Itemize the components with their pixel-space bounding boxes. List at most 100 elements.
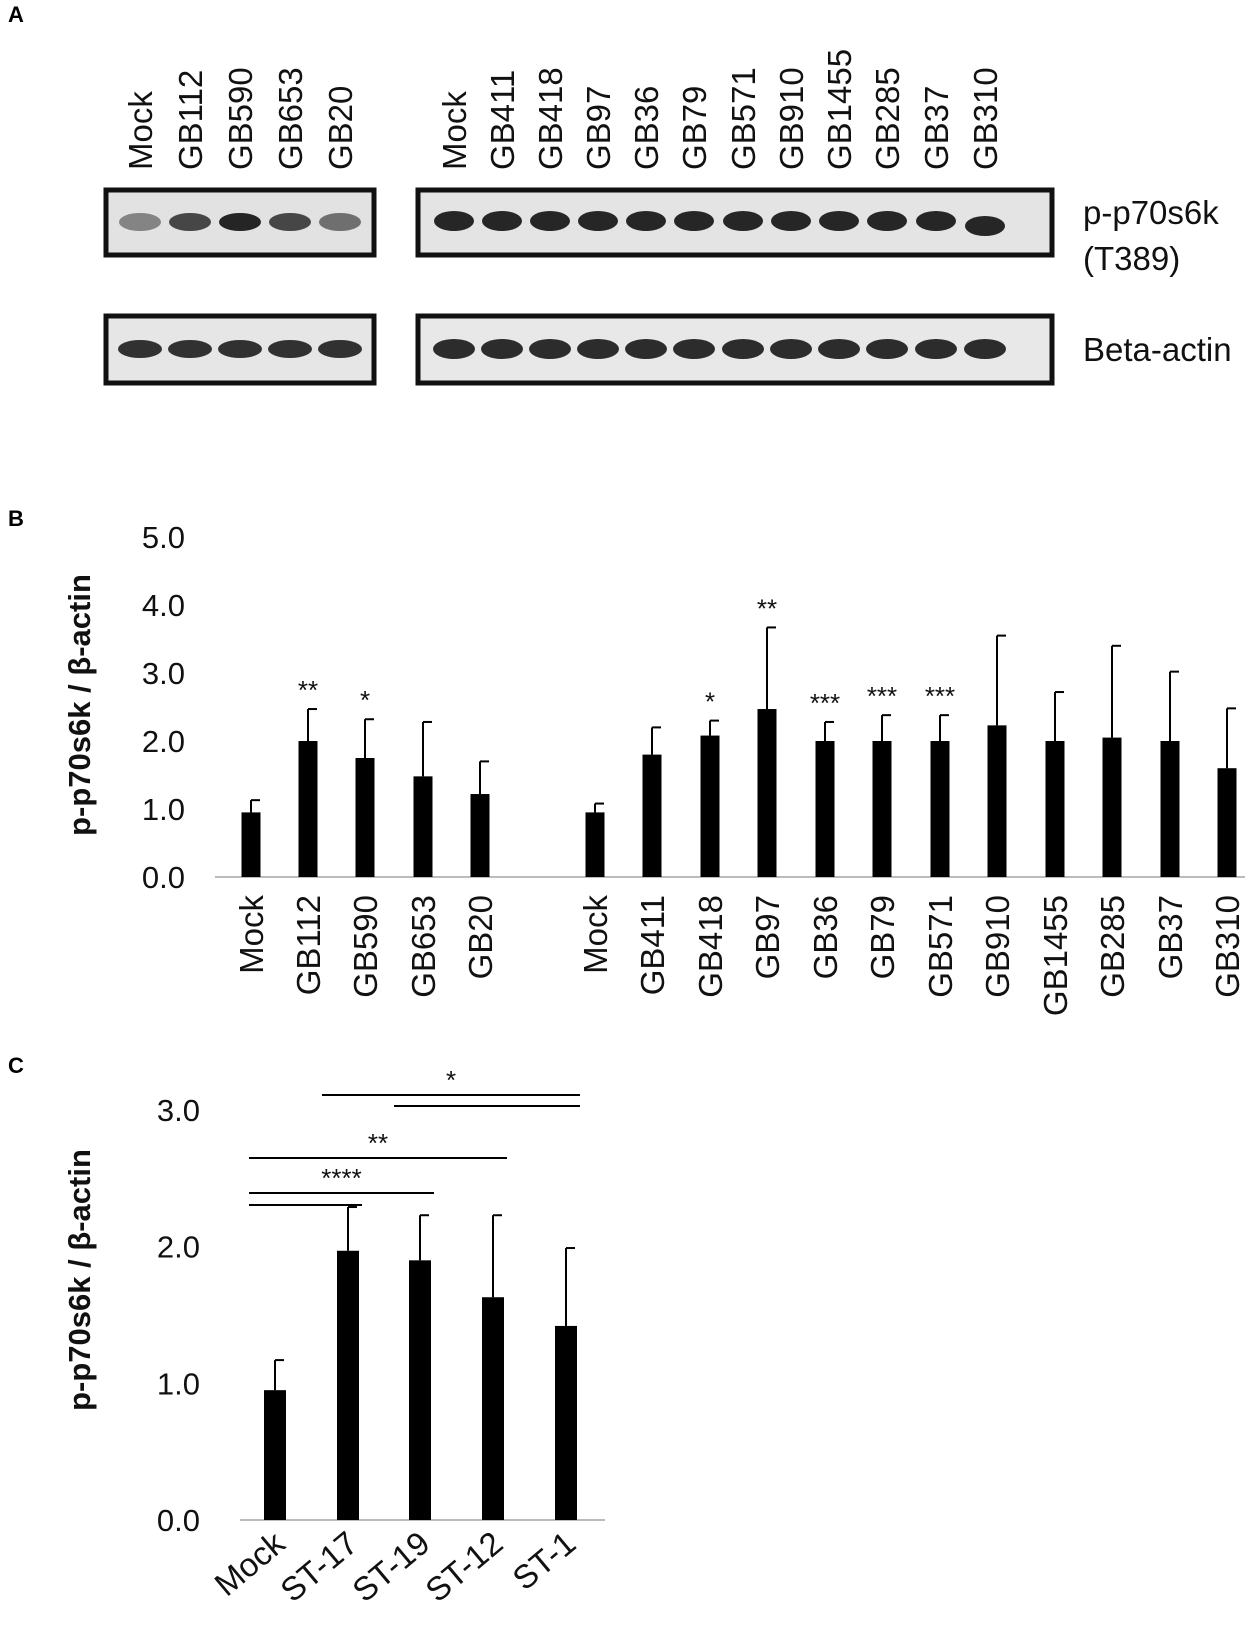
x-tick-label: GB910 — [979, 895, 1016, 998]
blot-band — [866, 339, 908, 359]
blot-lane-label: GB653 — [272, 67, 309, 170]
bar — [413, 776, 433, 877]
blot-lane-labels-left: Mock GB112 GB590 GB653 GB20 — [122, 67, 359, 170]
panel-letter-c: C — [8, 1053, 24, 1078]
blot-lane-label: GB20 — [322, 86, 359, 170]
blot-band — [577, 339, 619, 359]
y-tick-label: 2.0 — [157, 1230, 200, 1265]
x-tick-label: ST-19 — [345, 1524, 436, 1609]
x-tick-label: GB36 — [807, 895, 844, 979]
bar — [298, 741, 318, 877]
blot-band — [433, 339, 475, 359]
x-tick-label: GB1455 — [1037, 895, 1074, 1016]
blot-band — [481, 339, 523, 359]
blot-band — [818, 339, 860, 359]
bar — [815, 741, 835, 877]
blot-band — [319, 213, 361, 231]
significance-marker: ** — [298, 675, 318, 705]
x-tick-label: GB310 — [1209, 895, 1246, 998]
chart-c-ylabel: p-p70s6k / β-actin — [62, 1149, 97, 1411]
row-label-beta-actin: Beta-actin — [1083, 331, 1232, 368]
blot-lane-label: GB37 — [918, 86, 955, 170]
y-tick-label: 1.0 — [157, 1366, 200, 1401]
blot-band — [964, 339, 1006, 359]
x-tick-label: GB590 — [347, 895, 384, 998]
blot-lane-label: GB310 — [967, 67, 1004, 170]
bar — [872, 741, 892, 877]
x-tick-label: Mock — [233, 895, 270, 974]
blot-band — [722, 339, 764, 359]
bar — [1102, 737, 1122, 877]
blot-band — [626, 211, 666, 231]
x-tick-label: GB37 — [1152, 895, 1189, 979]
x-tick-label: ST-1 — [505, 1524, 582, 1597]
blot-band — [434, 211, 474, 231]
significance-marker: *** — [810, 688, 840, 718]
x-tick-label: GB97 — [749, 895, 786, 979]
bar — [264, 1390, 286, 1520]
blot-band — [218, 340, 262, 358]
blot-band — [965, 216, 1005, 236]
blot-lane-label: Mock — [122, 91, 159, 170]
bar — [470, 794, 490, 877]
blot-band — [673, 339, 715, 359]
blot-band — [269, 213, 311, 231]
significance-marker: *** — [867, 681, 897, 711]
bar — [642, 754, 662, 877]
y-tick-label: 0.0 — [142, 860, 185, 895]
blot-band — [915, 339, 957, 359]
chart-b: p-p70s6k / β-actin 0.0 1.0 2.0 3.0 4.0 5.0 Moc… — [62, 520, 1246, 1016]
blot-bands — [118, 211, 1006, 359]
blot-band — [118, 340, 162, 358]
significance-marker: **** — [321, 1163, 361, 1193]
bar — [482, 1297, 504, 1520]
blot-band — [867, 211, 907, 231]
significance-marker: * — [705, 687, 715, 717]
blot-band — [674, 211, 714, 231]
y-tick-label: 1.0 — [142, 792, 185, 827]
significance-marker: ** — [757, 593, 777, 623]
blot-lane-labels-right: Mock GB411 GB418 GB97 GB36 GB79 GB571 GB910 GB14… — [436, 49, 1004, 170]
bar — [555, 1325, 577, 1520]
blot-lane-label: GB411 — [484, 70, 521, 170]
bar — [337, 1250, 359, 1520]
x-tick-label: GB411 — [634, 895, 671, 995]
blot-band — [625, 339, 667, 359]
blot-band — [168, 340, 212, 358]
bar — [585, 812, 605, 877]
blot-band — [529, 339, 571, 359]
blot-band — [723, 211, 763, 231]
blot-band — [119, 213, 161, 231]
significance-marker: * — [360, 685, 370, 715]
y-tick-label: 0.0 — [157, 1503, 200, 1538]
bar — [409, 1260, 431, 1520]
x-tick-label: GB112 — [290, 895, 327, 995]
x-tick-label: Mock — [207, 1524, 292, 1603]
blot-lane-label: GB910 — [773, 67, 810, 170]
y-tick-label: 5.0 — [142, 520, 185, 555]
blot-band — [482, 211, 522, 231]
panel-letter-a: A — [8, 2, 24, 27]
bar — [1045, 741, 1065, 877]
blot-lane-label: GB97 — [580, 86, 617, 170]
bar — [757, 709, 777, 877]
blot-lane-label: GB571 — [725, 67, 762, 170]
blot-lane-label: GB1455 — [821, 49, 858, 170]
blot-band — [770, 339, 812, 359]
x-tick-label: Mock — [577, 895, 614, 974]
y-tick-label: 4.0 — [142, 588, 185, 623]
blot-lane-label: GB36 — [628, 86, 665, 170]
x-tick-label: GB285 — [1094, 895, 1131, 998]
y-tick-label: 2.0 — [142, 724, 185, 759]
x-tick-label: GB20 — [462, 895, 499, 979]
y-tick-label: 3.0 — [157, 1093, 200, 1128]
blot-band — [219, 213, 261, 231]
blot-lane-label: Mock — [436, 91, 473, 170]
blot-band — [318, 340, 362, 358]
bar — [241, 812, 261, 877]
blot-band — [169, 213, 211, 231]
chart-b-ylabel: p-p70s6k / β-actin — [62, 574, 97, 836]
blot-band — [819, 211, 859, 231]
blot-lane-label: GB285 — [869, 67, 906, 170]
bar — [1160, 741, 1180, 877]
